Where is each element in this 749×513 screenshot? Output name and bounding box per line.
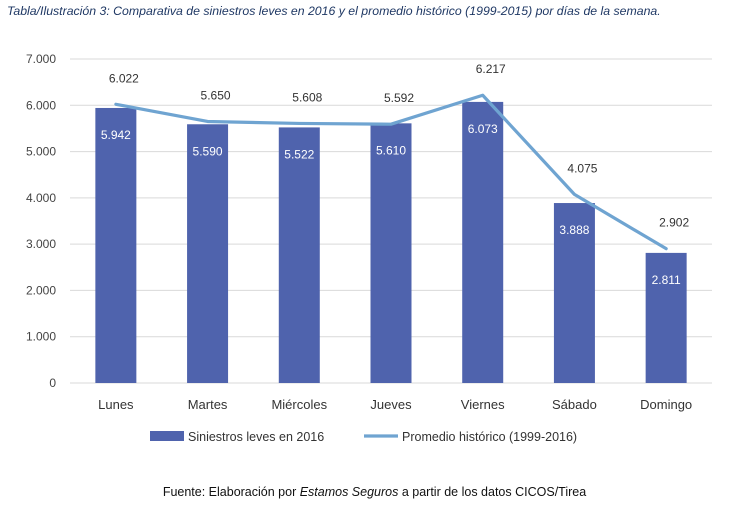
bar-data-label: 6.073 xyxy=(468,122,498,136)
x-tick-label: Jueves xyxy=(370,397,412,412)
line-data-label: 5.592 xyxy=(384,91,414,105)
line-data-label: 6.217 xyxy=(476,62,506,76)
bar-data-label: 5.590 xyxy=(193,144,223,158)
x-tick-label: Viernes xyxy=(461,397,505,412)
y-tick-label: 2.000 xyxy=(26,283,56,297)
line-data-labels: 6.022 5.650 5.608 5.592 6.217 4.075 2.902 xyxy=(109,62,690,229)
line-data-label: 6.022 xyxy=(109,71,139,85)
line-data-label: 4.075 xyxy=(567,161,597,175)
bar-series xyxy=(95,101,687,384)
source-prefix: Fuente: Elaboración por xyxy=(162,485,300,499)
bar xyxy=(553,203,595,383)
x-axis-ticks: Lunes Martes Miércoles Jueves Viernes Sábado D… xyxy=(98,397,692,412)
legend-label-bar: Siniestros leves en 2016 xyxy=(188,430,324,444)
bar xyxy=(187,124,229,384)
x-tick-label: Martes xyxy=(188,397,228,412)
bar-data-label: 5.610 xyxy=(376,143,406,157)
bar xyxy=(462,101,504,383)
bar-data-label: 5.942 xyxy=(101,128,131,142)
bar xyxy=(645,252,687,383)
x-tick-label: Miércoles xyxy=(271,397,327,412)
y-tick-label: 5.000 xyxy=(26,145,56,159)
line-data-label: 5.650 xyxy=(201,88,231,102)
line-path xyxy=(114,93,668,251)
y-tick-label: 1.000 xyxy=(26,330,56,344)
x-tick-label: Sábado xyxy=(552,397,597,412)
chart-title: Tabla/Ilustración 3: Comparativa de sini… xyxy=(7,4,661,18)
y-tick-label: 0 xyxy=(49,376,56,390)
x-tick-label: Domingo xyxy=(640,397,692,412)
y-tick-label: 6.000 xyxy=(26,98,56,112)
legend: Siniestros leves en 2016 Promedio históri… xyxy=(150,430,577,444)
bar xyxy=(95,107,137,384)
bar xyxy=(278,127,320,384)
y-tick-label: 7.000 xyxy=(26,52,56,66)
source-emphasis: Estamos Seguros xyxy=(299,485,399,499)
line-data-label: 5.608 xyxy=(292,90,322,104)
y-tick-label: 3.000 xyxy=(26,237,56,251)
bar xyxy=(370,123,412,383)
legend-label-line: Promedio histórico (1999-2016) xyxy=(402,430,577,444)
x-tick-label: Lunes xyxy=(98,397,134,412)
bar-data-labels: 5.942 5.590 5.522 5.610 6.073 3.888 2.811 xyxy=(101,122,681,287)
source-note: Fuente: Elaboración por Estamos Seguros … xyxy=(0,485,749,499)
bar-data-label: 5.522 xyxy=(284,147,314,161)
legend-swatch-bar xyxy=(150,431,184,441)
y-tick-label: 4.000 xyxy=(26,191,56,205)
line-data-label: 2.902 xyxy=(659,216,689,230)
line-series xyxy=(114,93,668,251)
y-axis-ticks: 0 1.000 2.000 3.000 4.000 5.000 6.000 7.000 xyxy=(26,52,56,390)
bar-data-label: 3.888 xyxy=(559,223,589,237)
bar-data-label: 2.811 xyxy=(652,273,681,287)
source-suffix: a partir de los datos CICOS/Tirea xyxy=(398,485,587,499)
